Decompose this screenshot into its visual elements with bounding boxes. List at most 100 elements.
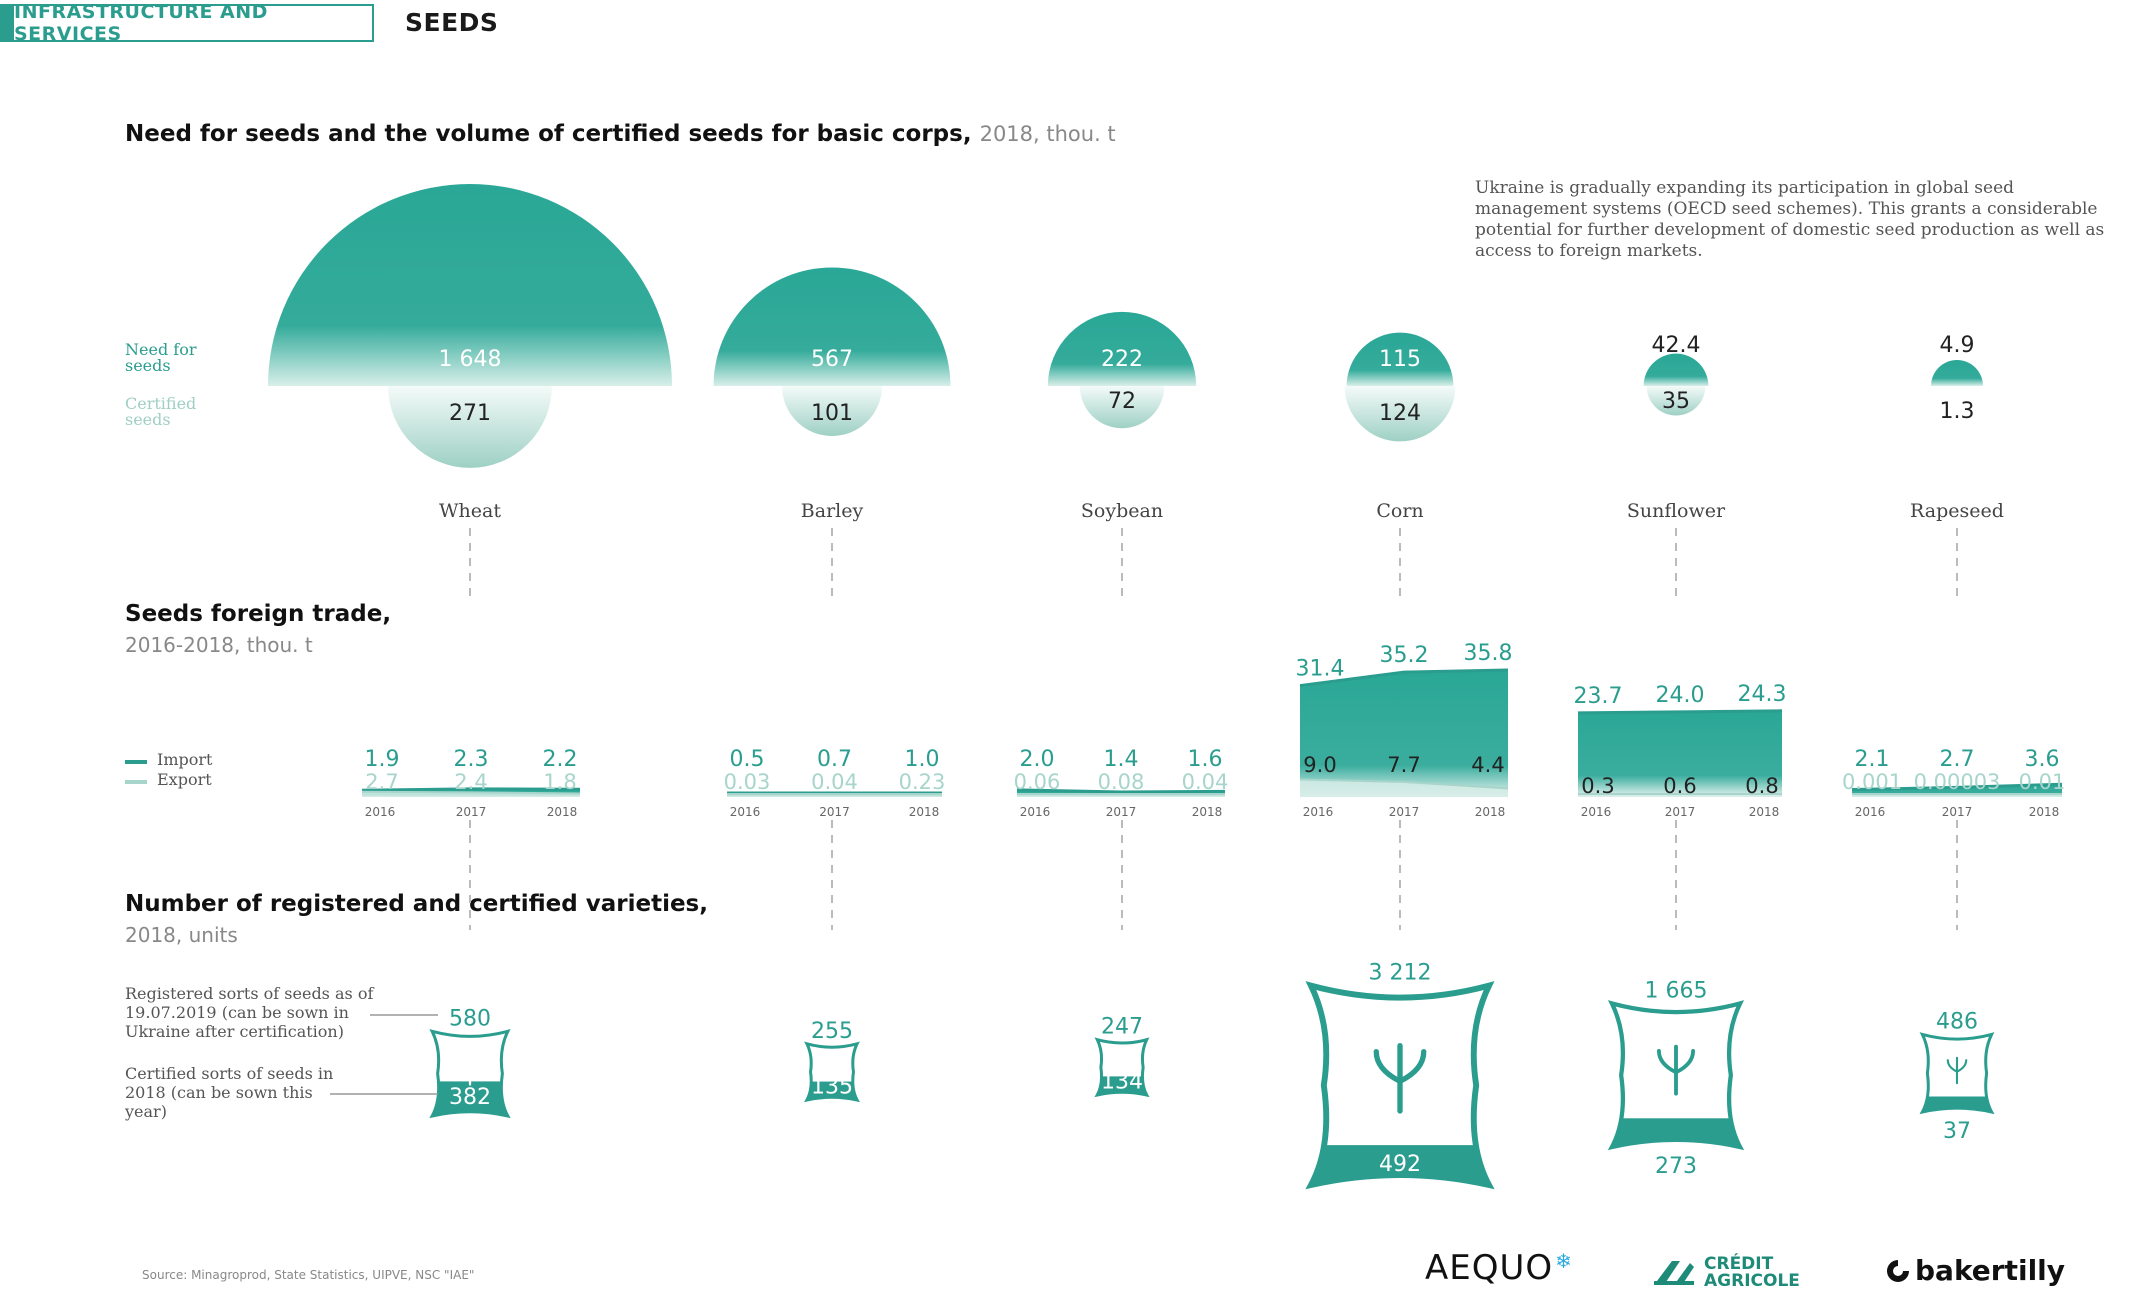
registered-value-corn: 3 212 <box>1369 961 1432 986</box>
import-label-wheat-2017: 2.3 <box>454 747 489 772</box>
legend-registered: Registered sorts of seeds as of 19.07.20… <box>125 984 374 1041</box>
aequo-logo-text: AEQUO <box>1425 1248 1554 1288</box>
source-note: Source: Minagroprod, State Statistics, U… <box>142 1268 475 1282</box>
plant-icon-wheat <box>458 1055 482 1086</box>
export-area-corn <box>1300 779 1508 797</box>
need-bubble-soybean <box>1047 311 1197 386</box>
certified-count-soybean: 134 <box>1101 1069 1143 1094</box>
need-bubble-wheat <box>268 184 672 386</box>
need-bubble-rapeseed <box>1931 360 1983 386</box>
year-label-rapeseed-2018: 2018 <box>2029 805 2060 819</box>
import-label-corn-2018: 35.8 <box>1464 641 1513 666</box>
bubble-chart-title: Need for seeds and the volume of certifi… <box>125 121 1116 147</box>
legend-import-swatch <box>125 760 147 764</box>
need-value-barley: 567 <box>811 347 853 372</box>
varieties-chart-title: Number of registered and certified varie… <box>125 891 708 917</box>
need-bubble-corn <box>1346 332 1454 386</box>
credit-agricole-line2: AGRICOLE <box>1704 1271 1800 1291</box>
certified-bubble-barley <box>781 386 883 437</box>
legend-certified-sorts: Certified sorts of seeds in 2018 (can be… <box>125 1064 334 1121</box>
import-label-rapeseed-2018: 3.6 <box>2025 747 2060 772</box>
export-label-corn-2018: 4.4 <box>1471 753 1504 777</box>
bakertilly-icon <box>1887 1259 1909 1282</box>
need-value-rapeseed: 4.9 <box>1940 333 1975 358</box>
import-label-soybean-2016: 2.0 <box>1020 747 1055 772</box>
legend-export-swatch <box>125 780 147 784</box>
need-bubble-sunflower <box>1643 353 1709 386</box>
certified-bubble-corn <box>1344 386 1456 442</box>
certified-value-corn: 124 <box>1379 401 1421 426</box>
bag-certified-fill-rapeseed <box>1922 1096 1992 1112</box>
year-label-soybean-2017: 2017 <box>1106 805 1137 819</box>
category-label-rapeseed: Rapeseed <box>1910 500 2004 522</box>
category-label-barley: Barley <box>801 500 864 522</box>
export-label-rapeseed-2018: 0.01 <box>2019 770 2066 794</box>
bakertilly-logo-text: bakertilly <box>1915 1254 2066 1287</box>
year-label-corn-2016: 2016 <box>1303 805 1334 819</box>
import-label-wheat-2018: 2.2 <box>543 747 578 772</box>
seed-bag-corn <box>1305 981 1495 1190</box>
import-label-rapeseed-2016: 2.1 <box>1855 747 1890 772</box>
category-label-sunflower: Sunflower <box>1627 500 1726 522</box>
certified-count-sunflower: 273 <box>1655 1154 1697 1179</box>
import-label-sunflower-2018: 24.3 <box>1738 682 1787 707</box>
bag-certified-fill-sunflower <box>1611 1118 1741 1147</box>
import-line-sunflower <box>1577 709 1783 715</box>
credit-agricole-icon <box>1654 1261 1694 1285</box>
registered-value-barley: 255 <box>811 1019 853 1044</box>
bag-certified-fill-wheat <box>432 1081 508 1116</box>
aequo-logo: AEQUO ❄ <box>1425 1248 1573 1288</box>
certified-value-rapeseed: 1.3 <box>1940 399 1975 424</box>
year-label-soybean-2016: 2016 <box>1020 805 1051 819</box>
registered-value-rapeseed: 486 <box>1936 1009 1978 1034</box>
export-label-sunflower-2018: 0.8 <box>1745 774 1778 798</box>
import-label-barley-2017: 0.7 <box>817 747 852 772</box>
year-label-sunflower-2017: 2017 <box>1665 805 1696 819</box>
seed-bag-barley <box>804 1041 860 1103</box>
import-area-corn <box>1300 670 1508 797</box>
section-name: SEEDS <box>405 8 499 37</box>
export-label-barley-2017: 0.04 <box>811 770 858 794</box>
registered-value-soybean: 247 <box>1101 1015 1143 1040</box>
year-label-sunflower-2016: 2016 <box>1581 805 1612 819</box>
export-label-rapeseed-2017: 0.00003 <box>1914 770 2001 794</box>
export-line-wheat <box>361 790 581 795</box>
bubble-title-text: Need for seeds and the volume of certifi… <box>125 121 972 147</box>
year-label-rapeseed-2016: 2016 <box>1855 805 1886 819</box>
certified-bubble-sunflower <box>1646 386 1706 416</box>
year-label-wheat-2017: 2017 <box>456 805 487 819</box>
bag-certified-fill-barley <box>806 1081 858 1100</box>
import-area-sunflower <box>1578 710 1782 797</box>
year-label-soybean-2018: 2018 <box>1192 805 1223 819</box>
plant-icon-soybean <box>1114 1055 1130 1076</box>
year-label-barley-2018: 2018 <box>909 805 940 819</box>
need-value-corn: 115 <box>1379 347 1421 372</box>
trade-chart-title: Seeds foreign trade, <box>125 601 392 627</box>
certified-bubble-soybean <box>1079 386 1165 429</box>
certified-count-barley: 135 <box>811 1075 853 1100</box>
import-line-corn <box>1299 668 1509 688</box>
category-label-wheat: Wheat <box>439 500 501 522</box>
legend-certified: Certified seeds <box>125 394 197 429</box>
certified-value-soybean: 72 <box>1108 389 1136 414</box>
export-label-rapeseed-2016: 0.001 <box>1842 770 1902 794</box>
certified-value-wheat: 271 <box>449 401 491 426</box>
need-bubble-barley <box>713 267 951 386</box>
year-label-sunflower-2018: 2018 <box>1749 805 1780 819</box>
bubble-subtitle: 2018, thou. t <box>979 122 1116 146</box>
export-label-wheat-2017: 2.4 <box>454 770 487 794</box>
certified-value-barley: 101 <box>811 401 853 426</box>
seed-bag-rapeseed <box>1919 1032 1995 1115</box>
year-label-rapeseed-2017: 2017 <box>1942 805 1973 819</box>
certified-value-sunflower: 35 <box>1662 389 1690 414</box>
import-line-soybean <box>1016 788 1226 794</box>
section-tag: INFRASTRUCTURE AND SERVICES <box>0 1 374 45</box>
category-label-corn: Corn <box>1376 500 1423 522</box>
export-label-wheat-2018: 1.8 <box>543 770 576 794</box>
import-label-corn-2017: 35.2 <box>1380 643 1429 668</box>
info-note: Ukraine is gradually expanding its parti… <box>1475 178 2105 261</box>
export-label-barley-2016: 0.03 <box>724 770 771 794</box>
need-value-sunflower: 42.4 <box>1652 333 1701 358</box>
import-label-sunflower-2017: 24.0 <box>1656 683 1705 708</box>
